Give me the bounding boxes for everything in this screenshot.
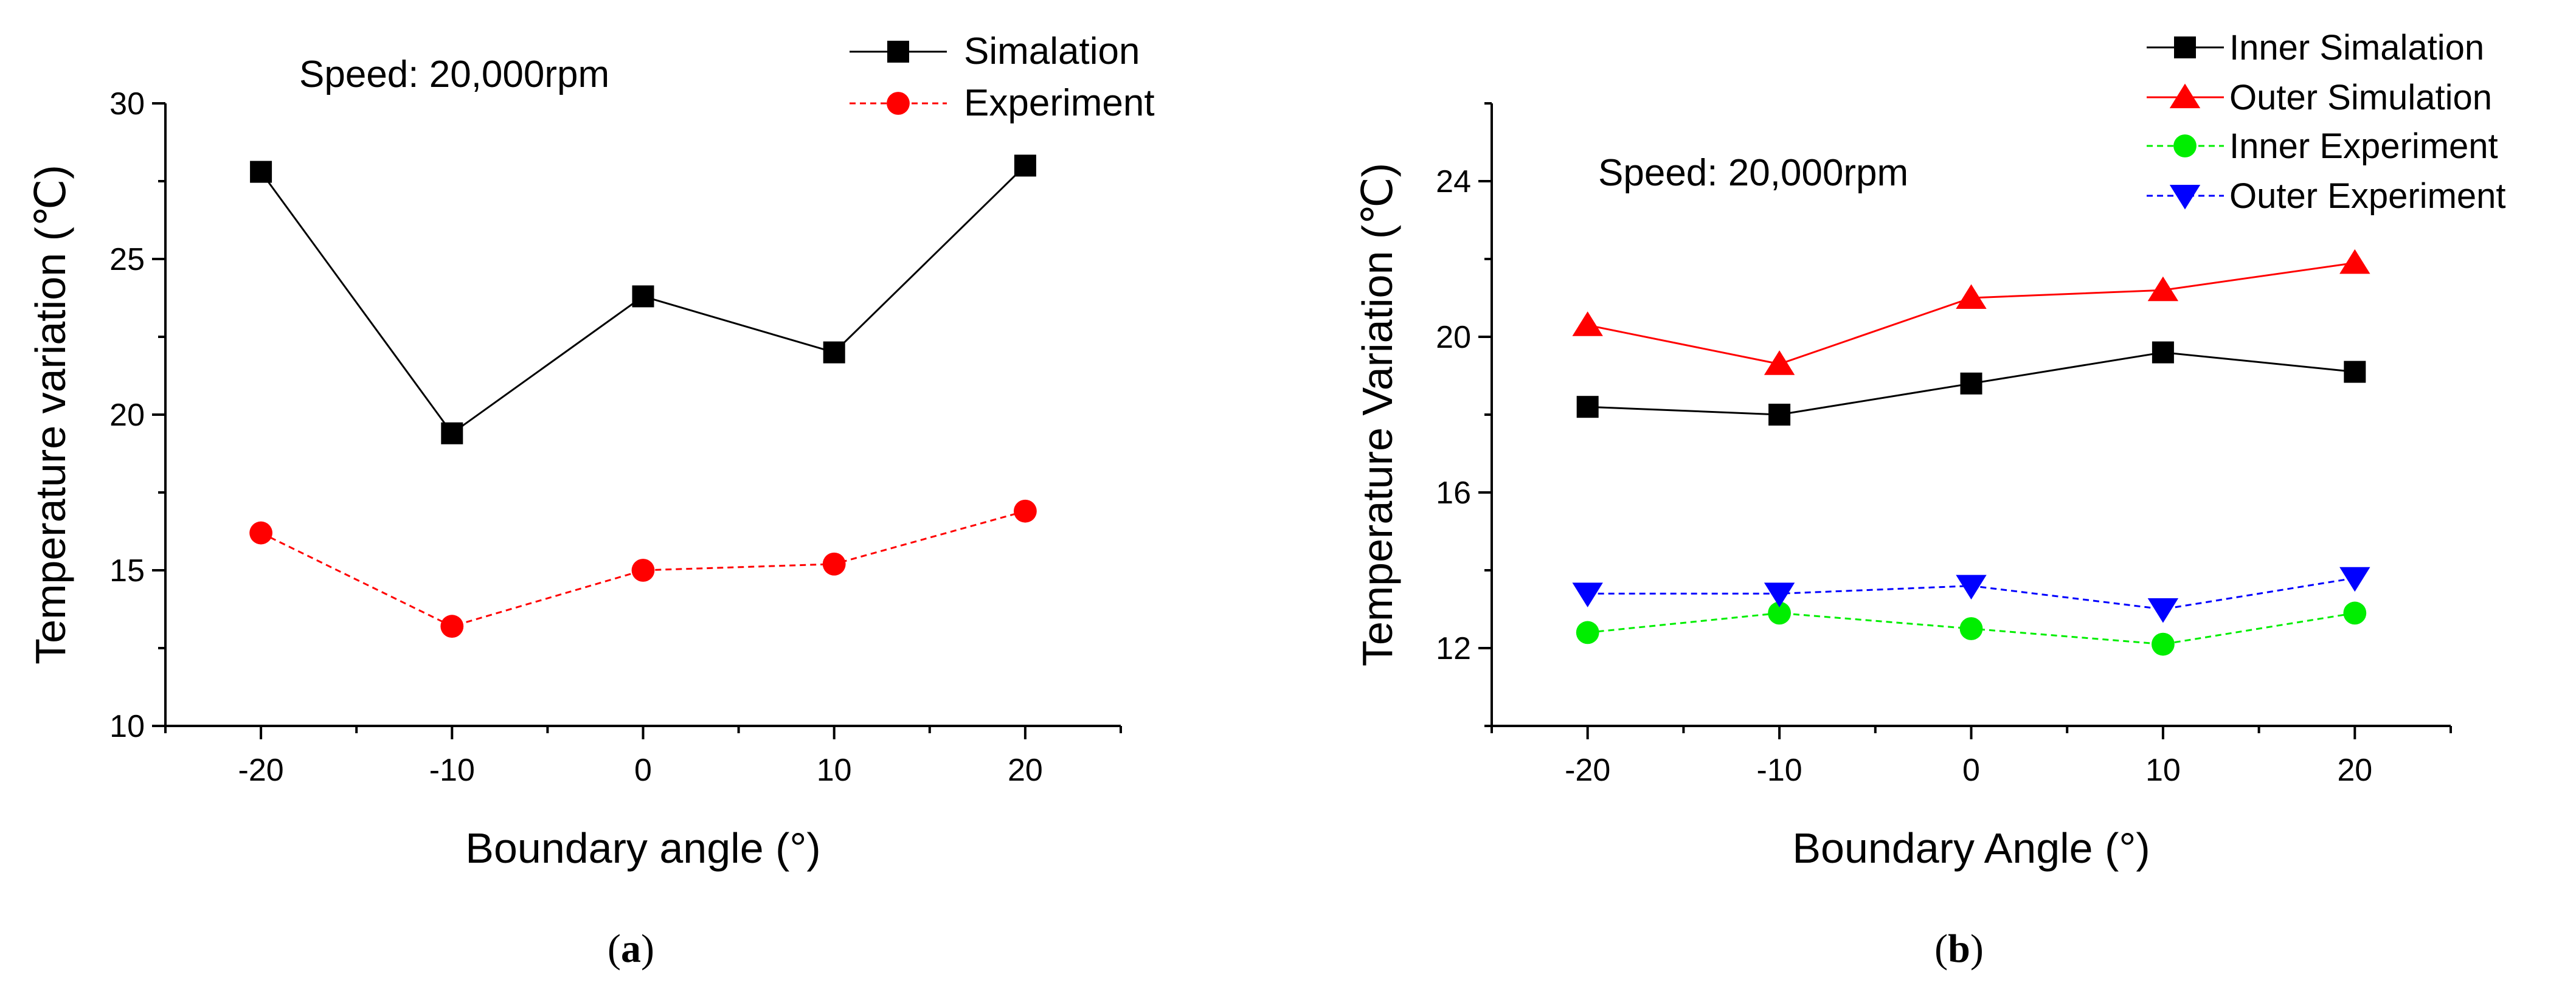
chart-panel-b: 12 16 20 24 -20 -10 0 10 20 Boundary Angle (°) Tem… [1354, 28, 2506, 971]
caption-open: ( [608, 927, 621, 971]
y-tick-label: 24 [1436, 164, 1471, 199]
legend-label: Outer Simulation [2229, 78, 2492, 117]
data-point [1572, 311, 1603, 336]
legend-label: Experiment [964, 82, 1155, 124]
data-point [2152, 632, 2175, 656]
series-inner-simalation [1576, 341, 2366, 426]
data-point [1956, 284, 1987, 309]
data-point [1576, 396, 1599, 418]
data-point [2343, 601, 2367, 625]
x-tick-label: 0 [634, 753, 652, 788]
data-point [2147, 598, 2179, 623]
y-tick-label: 20 [1436, 320, 1471, 355]
data-point [1014, 499, 1037, 523]
data-point [631, 559, 655, 582]
data-point [2339, 567, 2370, 592]
x-tick-label: -10 [429, 753, 475, 788]
data-point [822, 552, 846, 576]
legend-marker [887, 92, 910, 115]
y-axis-title: Temperature Variation (℃) [1354, 163, 1401, 666]
x-tick-label: 10 [817, 753, 852, 788]
y-tick-label: 10 [109, 709, 145, 744]
x-tick-label: 20 [1008, 753, 1043, 788]
caption-letter: b [1948, 927, 1970, 971]
data-point [1768, 404, 1791, 426]
caption-close: ) [1970, 927, 1984, 971]
series-line [1587, 261, 2355, 365]
y-tick-label: 12 [1436, 631, 1471, 666]
legend-label: Inner Experiment [2229, 126, 2498, 166]
series-experiment [249, 499, 1037, 638]
caption-open: ( [1934, 927, 1948, 971]
data-point [2152, 341, 2174, 364]
legend: Simalation Experiment [850, 30, 1155, 124]
series-outer-experiment [1572, 567, 2370, 623]
x-tick-label: 20 [2337, 753, 2372, 788]
series-inner-experiment [1576, 601, 2367, 656]
x-tick-label: 10 [2145, 753, 2181, 788]
panel-caption: (b) [1934, 927, 1984, 971]
caption-close: ) [641, 927, 654, 971]
data-point [632, 285, 654, 308]
data-point [1959, 617, 1983, 640]
data-point [1956, 575, 1987, 600]
legend-marker [2174, 36, 2196, 58]
legend-marker [2173, 134, 2197, 157]
x-tick-label: -20 [1565, 753, 1610, 788]
data-point [249, 521, 272, 545]
caption-letter: a [621, 927, 641, 971]
y-tick-label: 25 [109, 242, 145, 277]
x-tick-label: 0 [1962, 753, 1980, 788]
data-point [250, 161, 272, 183]
data-point [1768, 601, 1792, 625]
x-axis-title: Boundary angle (°) [465, 824, 820, 872]
legend-marker [2169, 185, 2201, 210]
data-point [2339, 249, 2370, 274]
legend-label: Outer Experiment [2229, 176, 2506, 216]
data-point [1764, 582, 1795, 607]
series-simalation [250, 154, 1036, 444]
data-point [441, 422, 463, 444]
y-tick-label: 20 [109, 398, 145, 433]
data-point [2344, 361, 2366, 383]
panel-caption: (a) [608, 927, 654, 971]
speed-annotation: Speed: 20,000rpm [299, 54, 609, 95]
data-point [1014, 154, 1036, 177]
y-tick-label: 15 [109, 553, 145, 589]
data-point [823, 341, 845, 364]
y-tick-label: 16 [1436, 475, 1471, 511]
data-point [1572, 582, 1603, 607]
legend-label: Simalation [964, 30, 1140, 72]
data-point [2147, 276, 2179, 302]
speed-annotation: Speed: 20,000rpm [1598, 152, 1908, 194]
legend-marker [2169, 83, 2201, 108]
legend: Inner Simalation Outer Simulation Inner Ex… [2147, 28, 2506, 216]
x-tick-label: -10 [1757, 753, 1802, 788]
y-tick-label: 30 [109, 86, 145, 122]
chart-panel-a: 10 15 20 25 30 -20 -10 0 10 20 Boundary angle (°) T… [27, 30, 1155, 971]
data-point [440, 615, 464, 638]
data-point [1960, 372, 1982, 395]
data-point [1576, 621, 1599, 644]
legend-label: Inner Simalation [2229, 28, 2484, 67]
data-point [1764, 350, 1795, 375]
series-outer-simulation [1572, 249, 2370, 375]
legend-marker [887, 41, 909, 63]
x-axis-title: Boundary Angle (°) [1792, 824, 2150, 872]
y-axis-title: Temperature variation (℃) [27, 165, 74, 665]
x-tick-label: -20 [238, 753, 284, 788]
